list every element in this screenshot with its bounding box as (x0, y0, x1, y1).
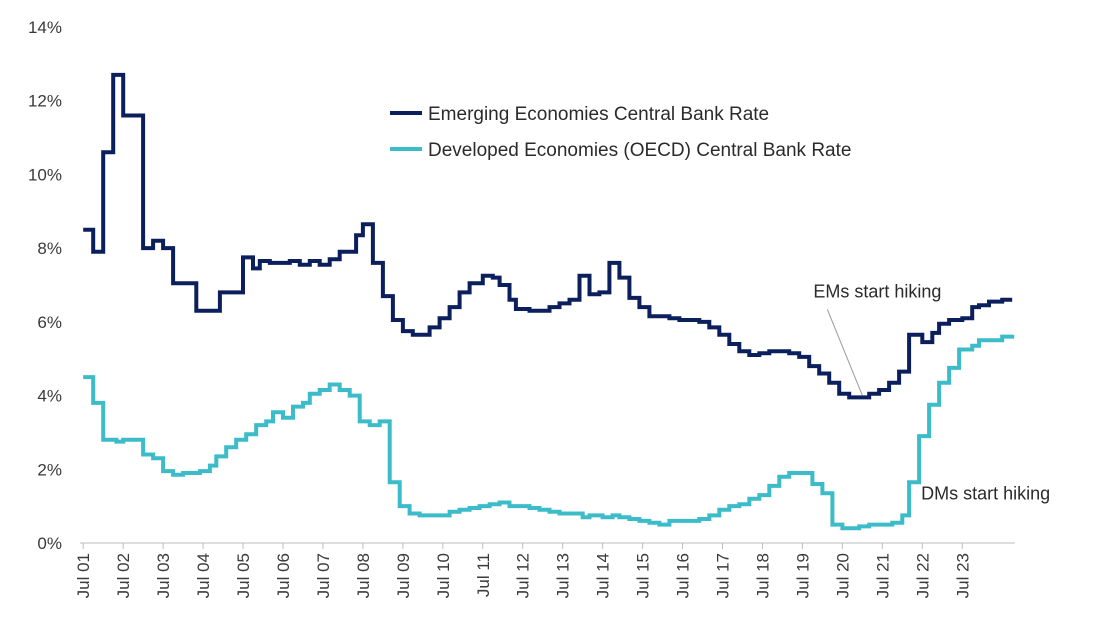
y-tick-label: 10% (28, 165, 62, 184)
series-line-developed (83, 334, 1015, 531)
y-tick-label: 4% (37, 387, 62, 406)
x-tick-label: Jul 04 (194, 553, 213, 598)
y-tick-label: 2% (37, 460, 62, 479)
x-tick-label: Jul 22 (913, 553, 932, 598)
x-tick-label: Jul 23 (953, 553, 972, 598)
x-tick-label: Jul 09 (394, 553, 413, 598)
y-tick-label: 12% (28, 92, 62, 111)
x-tick-label: Jul 20 (833, 553, 852, 598)
legend-label-emerging: Emerging Economies Central Bank Rate (428, 104, 769, 125)
x-tick-label: Jul 08 (354, 553, 373, 598)
y-tick-label: 14% (28, 18, 62, 37)
x-tick-label: Jul 16 (674, 553, 693, 598)
x-tick-label: Jul 19 (793, 553, 812, 598)
x-tick-label: Jul 21 (873, 553, 892, 598)
x-axis: Jul 01 Jul 02 Jul 03 Jul 04 Jul 05 Jul 06 Jul … (74, 542, 1015, 598)
em-annotation-label: EMs start hiking (813, 281, 941, 301)
x-tick-label: Jul 03 (154, 553, 173, 598)
em-annotation-leader-line (826, 309, 863, 396)
annotations: EMs start hiking DMs start hiking (813, 281, 1050, 503)
y-tick-label: 6% (37, 313, 62, 332)
x-tick-label: Jul 17 (714, 553, 733, 598)
x-tick-label: Jul 01 (74, 553, 93, 598)
dm-annotation-label: DMs start hiking (921, 483, 1050, 503)
x-tick-label: Jul 13 (554, 553, 573, 598)
x-tick-label: Jul 06 (274, 553, 293, 598)
x-tick-label: Jul 05 (234, 553, 253, 598)
legend-label-developed: Developed Economies (OECD) Central Bank … (428, 140, 851, 161)
x-tick-label: Jul 12 (514, 553, 533, 598)
x-tick-label: Jul 14 (594, 553, 613, 598)
x-tick-label: Jul 18 (753, 553, 772, 598)
x-tick-label: Jul 02 (114, 553, 133, 598)
x-tick-label: Jul 07 (314, 553, 333, 598)
legend: Emerging Economies Central Bank Rate Dev… (390, 104, 851, 161)
y-tick-label: 8% (37, 239, 62, 258)
series-line-emerging (83, 72, 1013, 400)
series-layer (83, 72, 1015, 531)
x-tick-label: Jul 10 (434, 553, 453, 598)
y-tick-label: 0% (37, 534, 62, 553)
y-axis: 0% 2% 4% 6% 8% 10% 12% 14% (28, 18, 62, 553)
x-tick-label: Jul 15 (634, 553, 653, 598)
x-tick-label: Jul 11 (474, 553, 493, 597)
